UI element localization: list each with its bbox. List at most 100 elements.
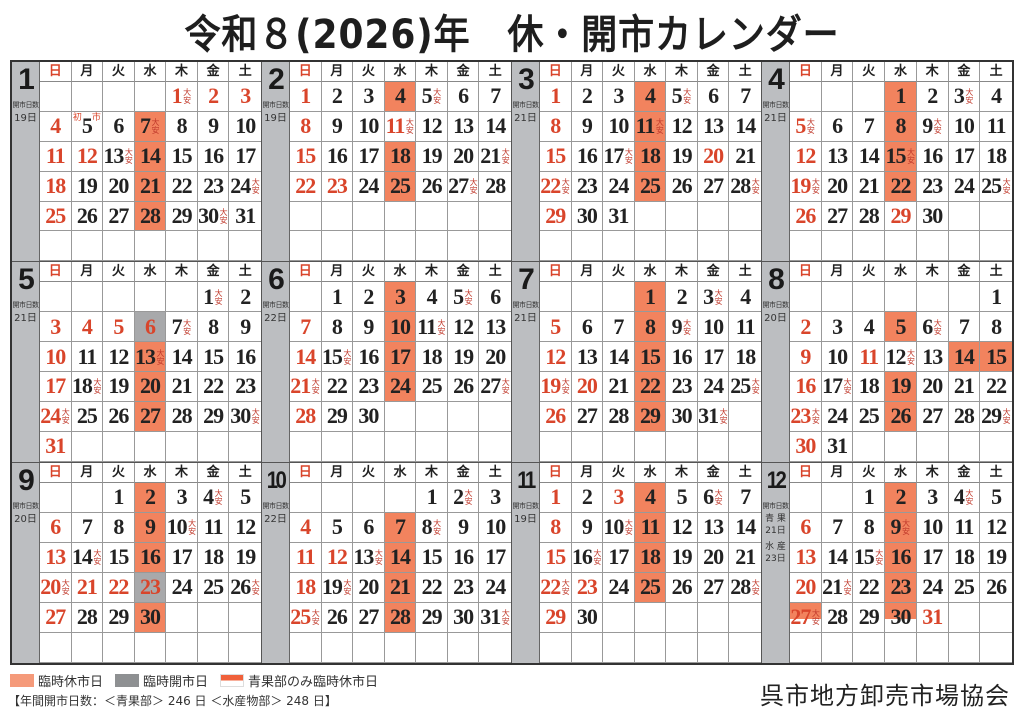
day-cell: 26 [447,371,480,402]
day-number: 3 [50,313,61,339]
day-cell: 21 [853,171,886,202]
day-number: 29 [545,604,566,630]
day-cell: 10 [40,342,72,372]
day-number: 20 [358,574,379,600]
day-cell [416,431,448,462]
taian-label: 大安 [874,549,884,566]
day-cell: 8 大安 [416,512,448,543]
day-cell: 17 [229,142,261,172]
day-number: 5 [331,514,343,540]
taian-label: 大安 [682,88,692,105]
day-number: 26 [108,403,129,429]
day-number: 19 [108,373,129,399]
day-cell [948,632,981,663]
day-number: 6 [800,514,811,540]
taian-label: 大安 [155,348,165,365]
day-number: 10 [608,113,629,139]
day-number: 5 [676,484,688,510]
day-cell: 23 [353,371,385,402]
day-cell: 14 [729,513,761,543]
taian-label: 大安 [964,489,974,506]
month-grid: 日月火水木金土 1 2 3 4 大安 5 6 7 8 9 10 大安 11 12 13 14 大安 15 16 17 18… [40,462,261,663]
day-cell: 10 [948,111,981,142]
day-cell: 7 [729,483,761,513]
day-cell: 6 大安 [697,482,730,513]
day-number: 8 [421,514,433,540]
day-number: 24 [358,173,379,199]
day-number: 22 [326,373,348,399]
day-cell: 1 [416,482,448,513]
weekday-header: 水 [384,462,417,483]
day-number: 30 [139,604,161,630]
open-days-label: 開市日数 [12,101,40,109]
day-cell [384,401,417,432]
day-cell: 7 [821,512,854,543]
day-number: 4 [953,484,965,510]
day-cell: 1 [980,282,1012,313]
day-cell: 19 大安 [790,171,822,202]
day-number: 6 [703,484,714,510]
day-cell [384,231,417,262]
day-cell [384,482,417,513]
day-number: 4 [644,83,656,109]
day-cell: 27 [40,602,72,633]
day-number: 15 [203,343,224,369]
day-cell [634,431,667,462]
day-cell: 30 [447,602,480,633]
weekday-header: 水 [634,462,667,483]
taian-label: 大安 [906,148,916,165]
day-cell: 28 [603,401,635,432]
day-cell [71,632,104,663]
weekday-header: 日 [290,462,322,483]
day-number: 15 [545,143,566,169]
day-cell: 7 [290,312,322,343]
day-number: 16 [139,544,161,570]
day-cell: 20 [447,141,480,172]
day-cell: 30 [353,401,385,432]
day-cell [980,432,1012,462]
weekday-header: 水 [134,462,167,483]
day-cell: 10 [384,312,417,343]
page-title: 令和８(2026)年 休・開市カレンダー [184,12,840,58]
day-cell: 3 [40,312,72,343]
day-number: 30 [230,403,251,429]
day-number: 22 [540,574,561,600]
day-number: 9 [208,113,219,139]
day-cell [540,231,572,262]
day-number: 13 [134,343,156,369]
day-number: 8 [895,113,906,139]
day-number: 9 [671,313,683,339]
day-number: 14 [295,343,316,369]
day-number: 8 [300,113,311,139]
day-cell: 29 [321,401,354,432]
day-number: 25 [953,574,975,600]
day-number: 19 [790,173,811,199]
month-strip: 11 開市日数 19日 [512,462,540,663]
day-number: 6 [832,113,843,139]
day-cell [71,482,104,513]
day-cell: 30 [571,201,604,232]
day-number: 6 [50,514,61,540]
day-cell [479,202,511,232]
day-cell: 31 [229,202,261,232]
day-cell: 14 [603,342,635,372]
day-number: 3 [240,83,251,109]
day-cell: 24 [384,371,417,402]
day-number: 3 [613,83,624,109]
day-number: 24 [230,173,251,199]
day-number: 5 [991,484,1002,510]
day-number: 27 [922,403,943,429]
day-cell: 9 [134,512,167,543]
day-cell: 11 大安 [384,111,417,142]
day-cell: 22 大安 [540,171,572,202]
day-cell: 7 大安 [166,312,198,343]
day-number: 10 [235,113,256,139]
day-number: 23 [453,574,474,600]
day-number: 24 [953,173,975,199]
taian-label: 大安 [182,318,192,335]
day-cell: 10 大安 [166,512,198,543]
day-number: 10 [45,343,66,369]
day-number: 23 [139,574,161,600]
day-number: 18 [203,544,224,570]
day-number: 2 [363,283,374,309]
